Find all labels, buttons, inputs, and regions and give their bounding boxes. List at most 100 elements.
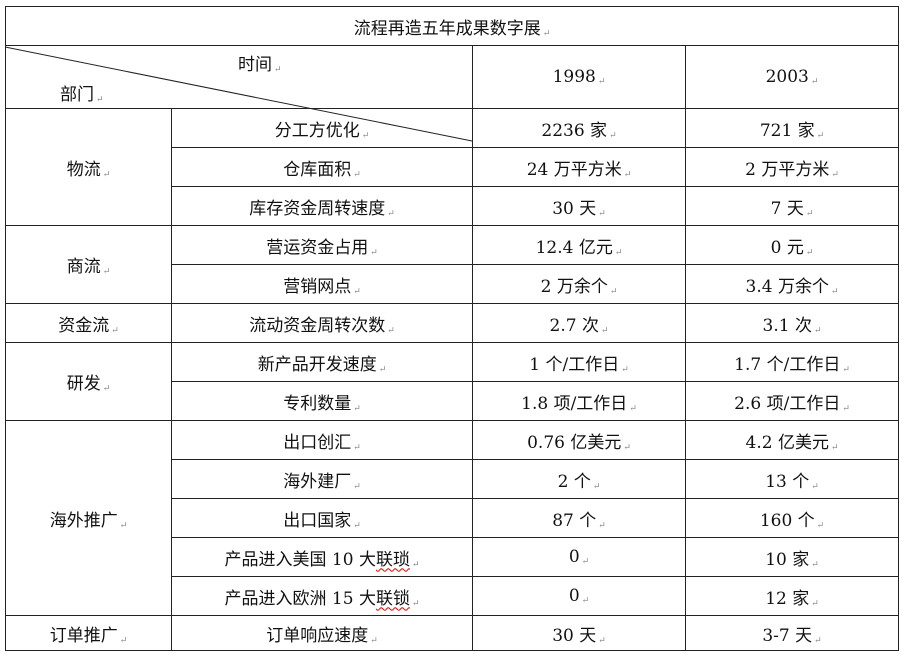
item-name: 分工方优化 [275, 121, 370, 141]
value-1998: 87 个 [472, 498, 686, 538]
value-1998: 30 天 [472, 186, 686, 226]
table-row: 资金流 流动资金周转次数 2.7 次 3.1 次 [5, 303, 900, 343]
item-cell: 专利数量 [171, 381, 473, 421]
item-cell: 产品进入欧洲 15 大联锁 [171, 576, 473, 616]
value-1998: 1.8 项/工作日 [472, 381, 686, 421]
value-1998: 0.76 亿美元 [472, 420, 686, 460]
spellcheck-flagged-word: 联锁 [375, 588, 410, 609]
value-text: 24 万平方米 [527, 160, 632, 180]
item-cell: 订单响应速度 [171, 615, 473, 651]
department-name: 海外推广 [50, 511, 128, 531]
department-name: 资金流 [58, 316, 119, 336]
department-cell: 研发 [5, 342, 172, 421]
value-text: 87 个 [552, 511, 606, 531]
department-name: 商流 [67, 257, 111, 277]
value-2003: 160 个 [684, 498, 900, 538]
value-text: 2 个 [558, 472, 601, 492]
value-1998: 2.7 次 [472, 303, 686, 343]
dept-label: 部门 [60, 80, 104, 105]
item-name: 库存资金周转速度 [249, 199, 395, 219]
department-cell: 订单推广 [5, 615, 172, 651]
department-cell: 物流 [5, 108, 172, 226]
value-text: 12 家 [765, 589, 819, 609]
item-cell: 分工方优化 [171, 108, 473, 148]
item-cell: 出口国家 [171, 498, 473, 538]
value-2003: 12 家 [684, 576, 900, 616]
year-text: 2003 [766, 67, 819, 87]
value-text: 0 元 [771, 238, 814, 258]
item-cell: 新产品开发速度 [171, 342, 473, 382]
item-cell: 库存资金周转速度 [171, 186, 473, 226]
department-name: 订单推广 [50, 626, 128, 646]
value-2003: 3.4 万余个 [684, 264, 900, 304]
table-row: 海外推广 出口创汇 0.76 亿美元 4.2 亿美元 [5, 420, 900, 616]
item-name: 出口国家 [283, 511, 361, 531]
department-cell: 商流 [5, 225, 172, 304]
table-title: 流程再造五年成果数字展 [4, 6, 900, 46]
item-name: 产品进入美国 10 大联琐 [225, 550, 420, 570]
department-cell: 海外推广 [5, 420, 172, 616]
item-prefix: 产品进入美国 10 大 [224, 549, 376, 570]
item-name: 营销网点 [283, 277, 361, 297]
value-text: 0 [569, 586, 589, 606]
table-row: 物流 分工方优化 2236 家 721 家 [5, 108, 900, 226]
value-2003: 2.6 项/工作日 [684, 381, 900, 421]
value-1998: 0 [472, 576, 686, 616]
value-text: 2.7 次 [550, 316, 609, 336]
value-text: 4.2 亿美元 [746, 433, 839, 453]
value-text: 2236 家 [541, 121, 616, 141]
item-name: 流动资金周转次数 [249, 316, 395, 336]
item-name: 出口创汇 [283, 433, 361, 453]
value-text: 1.8 项/工作日 [521, 394, 637, 414]
table-row: 海外建厂 2 个 13 个 [6, 459, 900, 499]
year-text: 1998 [553, 67, 606, 87]
value-2003: 4.2 亿美元 [684, 420, 900, 460]
value-2003: 3-7 天 [684, 615, 900, 651]
value-text: 160 个 [760, 511, 824, 531]
item-cell: 流动资金周转次数 [171, 303, 473, 343]
year-header-2003: 2003 [684, 45, 900, 109]
time-label: 时间 [238, 50, 282, 75]
spellcheck-flagged-word: 联琐 [375, 549, 410, 570]
item-cell: 仓库面积 [171, 147, 473, 187]
table-row: 仓库面积 24 万平方米 2 万平方米 [6, 147, 900, 187]
value-text: 2 万平方米 [745, 160, 839, 180]
results-table: 流程再造五年成果数字展 时间 部门 1998 2003 物流 分工方优化 2236 … [4, 6, 900, 651]
value-1998: 2 万余个 [472, 264, 686, 304]
item-name: 仓库面积 [283, 160, 361, 180]
value-text: 30 天 [552, 199, 606, 219]
item-cell: 出口创汇 [171, 420, 473, 460]
value-text: 3.4 万余个 [746, 277, 839, 297]
value-text: 0.76 亿美元 [527, 433, 631, 453]
table-row: 订单推广 订单响应速度 30 天 3-7 天 [5, 615, 900, 651]
value-2003: 0 元 [684, 225, 900, 265]
table-row: 研发 新产品开发速度 1 个/工作日 1.7 个/工作日 [5, 342, 900, 421]
item-cell: 海外建厂 [171, 459, 473, 499]
value-text: 1.7 个/工作日 [734, 355, 850, 375]
value-2003: 721 家 [684, 108, 900, 148]
value-2003: 13 个 [684, 459, 900, 499]
value-text: 13 个 [765, 472, 819, 492]
item-name: 产品进入欧洲 15 大联锁 [225, 589, 420, 609]
value-text: 3-7 天 [762, 626, 821, 646]
value-1998: 24 万平方米 [472, 147, 686, 187]
value-2003: 7 天 [684, 186, 900, 226]
value-2003: 10 家 [684, 537, 900, 577]
item-cell: 营运资金占用 [171, 225, 473, 265]
year-header-1998: 1998 [472, 45, 686, 109]
value-2003: 2 万平方米 [684, 147, 900, 187]
value-text: 2.6 项/工作日 [734, 394, 850, 414]
diagonal-header-cell: 时间 部门 [5, 45, 473, 109]
value-text: 3.1 次 [763, 316, 822, 336]
department-name: 物流 [67, 160, 111, 180]
value-1998: 1 个/工作日 [472, 342, 686, 382]
value-text: 30 天 [552, 626, 606, 646]
item-cell: 产品进入美国 10 大联琐 [171, 537, 473, 577]
value-1998: 12.4 亿元 [472, 225, 686, 265]
table-row: 商流 营运资金占用 12.4 亿元 0 元 [5, 225, 900, 304]
item-name: 新产品开发速度 [258, 355, 387, 375]
department-name: 研发 [67, 374, 111, 394]
department-cell: 资金流 [5, 303, 172, 343]
value-text: 721 家 [760, 121, 824, 141]
item-name: 营运资金占用 [266, 238, 378, 258]
